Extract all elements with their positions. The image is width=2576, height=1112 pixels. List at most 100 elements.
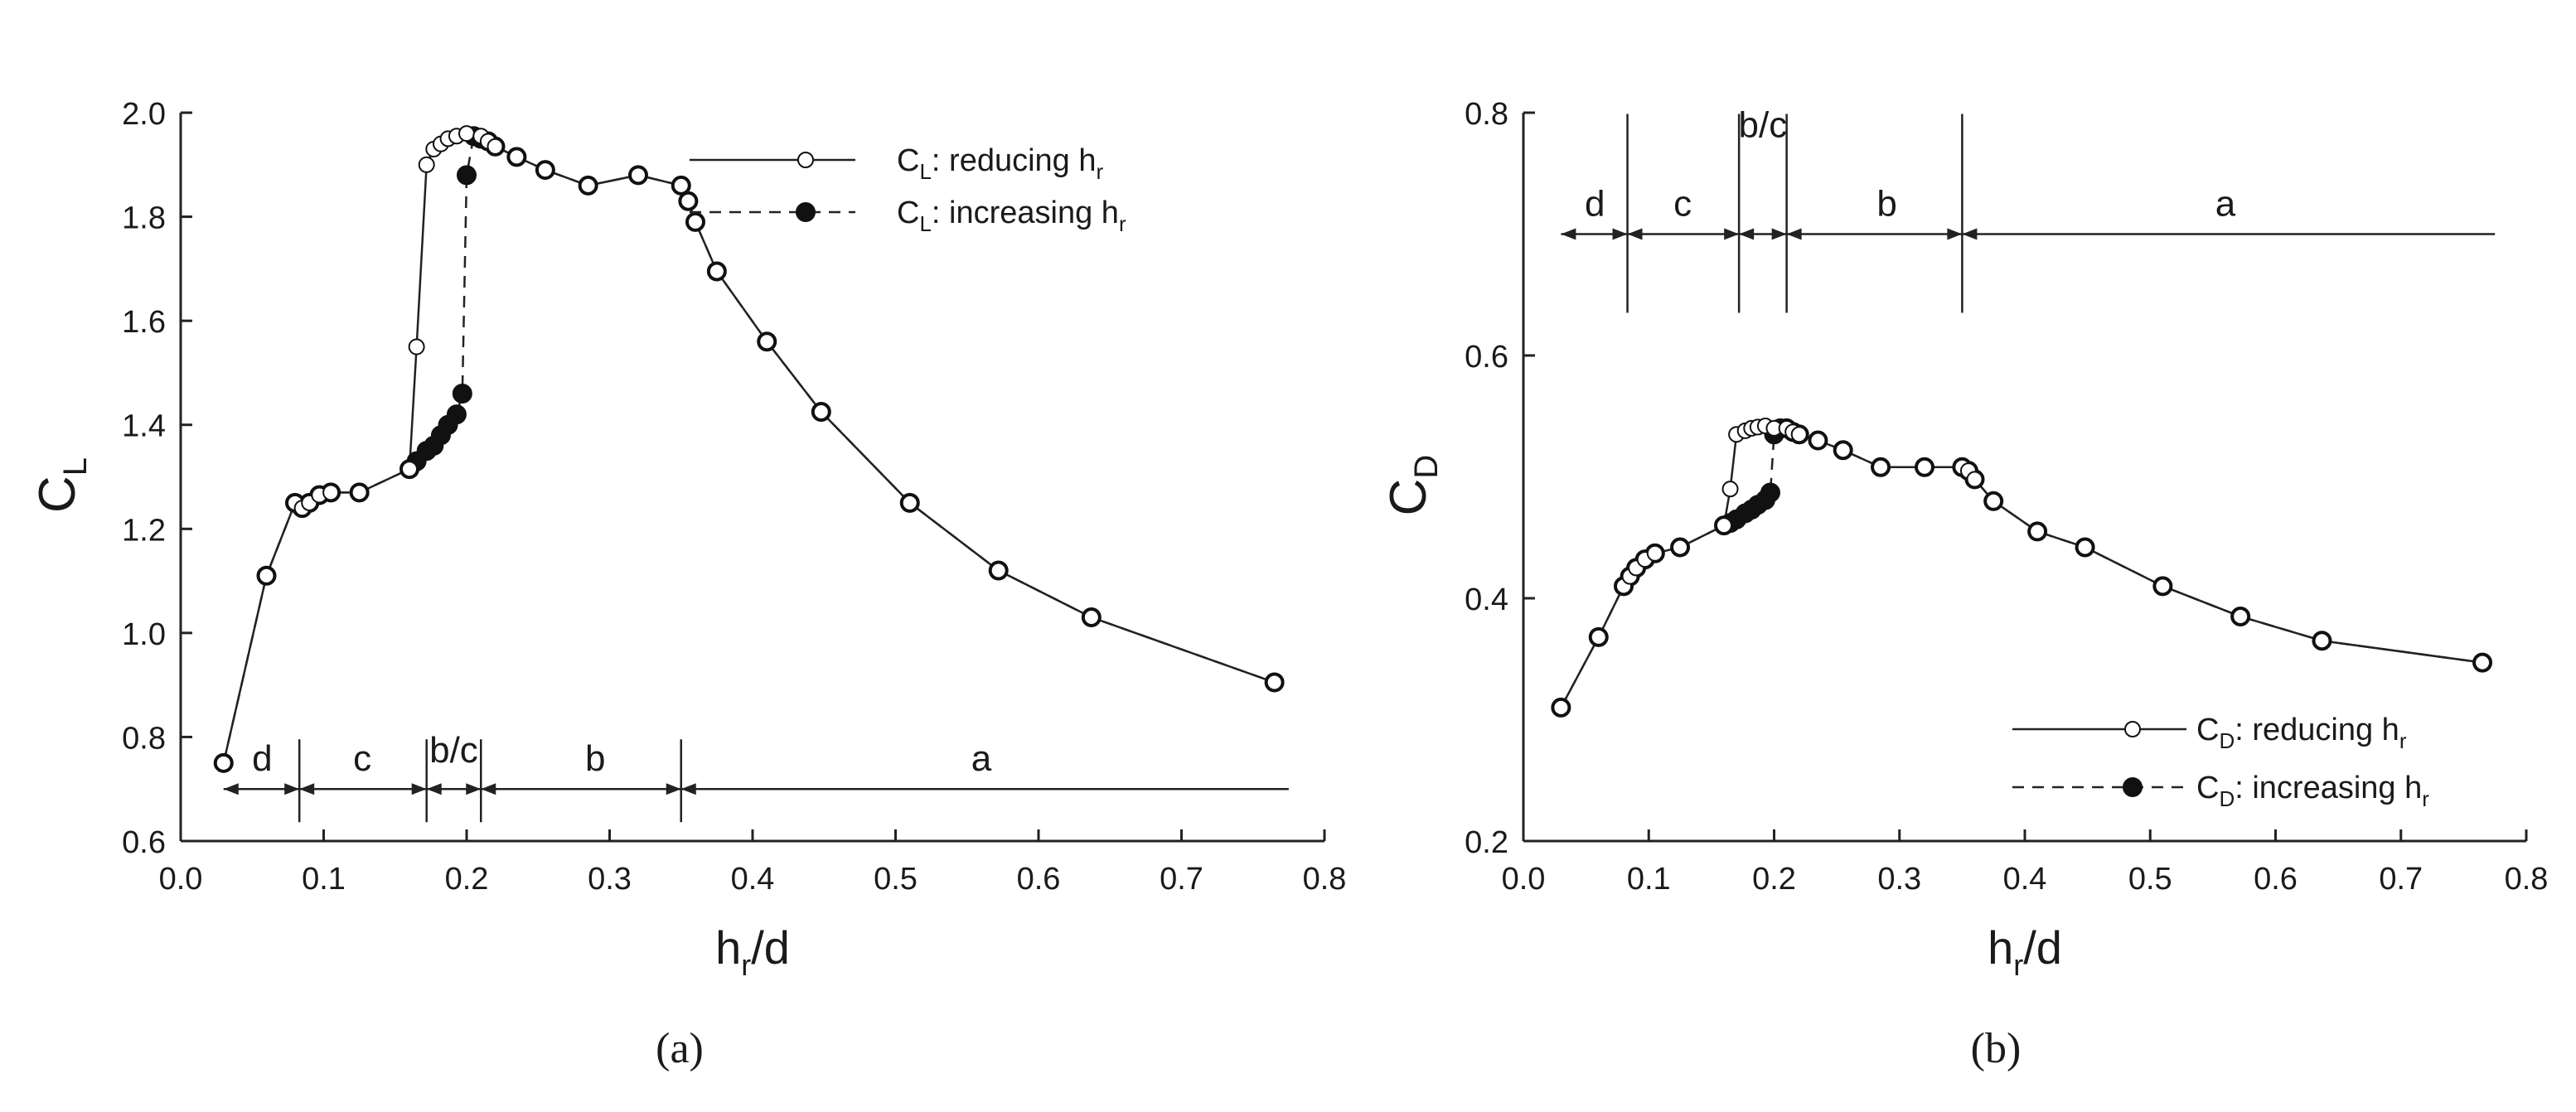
region-label-b: b xyxy=(1876,184,1896,225)
region-arrowhead xyxy=(1724,228,1740,240)
region-label-b-c: b/c xyxy=(429,730,478,771)
region-arrowhead xyxy=(1612,228,1628,240)
data-point-open xyxy=(458,125,475,143)
region-arrowhead xyxy=(1947,228,1963,240)
data-point-open xyxy=(680,192,697,210)
y-tick-label: 1.6 xyxy=(122,305,166,340)
data-point-open xyxy=(487,138,504,155)
data-point-open xyxy=(1552,699,1570,716)
data-point-open xyxy=(1716,517,1732,534)
data-point-open xyxy=(901,494,918,511)
legend-marker xyxy=(797,152,814,168)
x-tick-label: 0.2 xyxy=(1752,862,1796,897)
region-arrowhead xyxy=(223,783,239,795)
x-tick-label: 0.8 xyxy=(1303,862,1347,897)
region-arrowhead xyxy=(466,783,482,795)
data-point-open xyxy=(536,162,554,179)
data-point-open xyxy=(579,176,597,194)
x-tick-label: 0.0 xyxy=(1502,862,1546,897)
region-label-b-c: b/c xyxy=(1739,105,1788,146)
x-tick-label: 0.7 xyxy=(2379,862,2423,897)
y-tick-label: 0.6 xyxy=(1465,340,1508,375)
region-arrowhead xyxy=(1561,228,1576,240)
x-tick-label: 0.4 xyxy=(2003,862,2047,897)
data-point-open xyxy=(215,754,232,771)
legend-label: CL: reducing hr xyxy=(897,143,1104,184)
legend-label: CL: increasing hr xyxy=(897,196,1126,236)
data-point-open xyxy=(1966,471,1983,488)
data-point-filled xyxy=(457,165,477,186)
data-point-open xyxy=(1916,458,1933,476)
data-point-open xyxy=(1646,544,1663,562)
data-point-open xyxy=(1721,481,1739,498)
y-tick-label: 0.6 xyxy=(122,825,166,860)
data-point-open xyxy=(1082,609,1100,626)
x-tick-label: 0.1 xyxy=(1627,862,1671,897)
data-point-filled xyxy=(452,384,472,404)
y-tick-label: 0.2 xyxy=(1465,825,1508,860)
chart-panel-b: 0.0 0.1 0.2 0.3 0.4 0.5 0.6 0.7 0.8 0.2 0.4 0.6 0.8 C… xyxy=(1380,97,2548,1072)
y-axis-label: CD xyxy=(1380,455,1445,516)
data-point-open xyxy=(322,484,340,501)
data-point-open xyxy=(812,404,830,421)
data-point-open xyxy=(990,562,1007,579)
region-label-b: b xyxy=(585,738,605,779)
y-axis-label: CL xyxy=(29,457,94,513)
data-point-open xyxy=(2029,523,2046,540)
data-point-open xyxy=(1834,442,1852,459)
x-tick-label: 0.5 xyxy=(874,862,918,897)
data-point-open xyxy=(2474,654,2491,671)
y-tick-label: 1.2 xyxy=(122,513,166,548)
region-arrowhead xyxy=(481,783,496,795)
region-arrowhead xyxy=(426,783,442,795)
region-label-a: a xyxy=(2215,184,2236,225)
data-point-open xyxy=(1985,492,2002,510)
y-tick-label: 0.8 xyxy=(122,721,166,756)
x-tick-label: 0.7 xyxy=(1160,862,1203,897)
data-point-open xyxy=(1872,458,1890,476)
x-tick-label: 0.5 xyxy=(2128,862,2172,897)
legend-marker xyxy=(796,202,816,222)
region-label-d: d xyxy=(252,738,272,779)
data-point-open xyxy=(1809,432,1827,449)
data-point-open xyxy=(418,156,435,173)
legend-label: CD: reducing hr xyxy=(2196,713,2407,753)
y-tick-label: 1.8 xyxy=(122,201,166,236)
data-point-filled xyxy=(446,404,467,425)
series-reducing-line xyxy=(1560,424,2483,708)
x-tick-label: 0.8 xyxy=(2505,862,2549,897)
data-point-open xyxy=(2076,539,2094,556)
region-arrowhead xyxy=(411,783,427,795)
y-tick-label: 1.4 xyxy=(122,409,166,444)
region-arrowhead xyxy=(1771,228,1787,240)
region-label-d: d xyxy=(1585,184,1605,225)
region-label-a: a xyxy=(971,738,992,779)
x-tick-label: 0.4 xyxy=(731,862,775,897)
data-point-open xyxy=(630,167,646,184)
x-axis-label: hr/d xyxy=(715,921,790,982)
region-arrowhead xyxy=(1786,228,1802,240)
x-tick-label: 0.2 xyxy=(445,862,489,897)
region-label-c: c xyxy=(1673,184,1692,225)
data-point-open xyxy=(687,213,704,230)
data-point-open xyxy=(1790,426,1808,443)
data-point-open xyxy=(758,333,776,351)
x-tick-label: 0.0 xyxy=(159,862,203,897)
legend-marker xyxy=(2123,777,2143,797)
legend-label: CD: increasing hr xyxy=(2196,771,2429,811)
chart-panel-a: 0.0 0.1 0.2 0.3 0.4 0.5 0.6 0.7 0.8 0.6 0.8 1.0 1.2 1… xyxy=(29,97,1346,1072)
x-tick-label: 0.3 xyxy=(1877,862,1921,897)
y-tick-label: 0.4 xyxy=(1465,583,1508,617)
x-tick-label: 0.1 xyxy=(302,862,346,897)
x-tick-label: 0.3 xyxy=(588,862,632,897)
data-point-open xyxy=(2154,578,2172,595)
panel-caption: (b) xyxy=(1971,1025,2022,1072)
data-point-open xyxy=(508,148,525,166)
region-label-c: c xyxy=(353,738,371,779)
data-point-filled xyxy=(1760,482,1780,503)
y-tick-label: 2.0 xyxy=(122,97,166,132)
region-arrowhead xyxy=(666,783,681,795)
data-point-open xyxy=(2313,632,2331,650)
panel-caption: (a) xyxy=(656,1025,704,1072)
